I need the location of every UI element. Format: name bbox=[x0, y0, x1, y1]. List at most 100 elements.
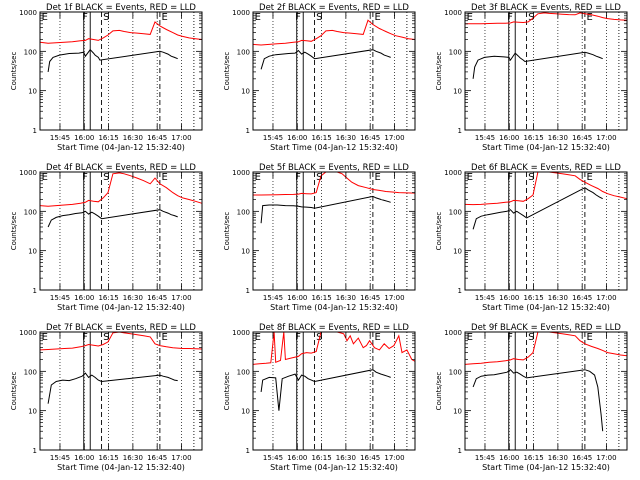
x-tick-label: 16:00 bbox=[74, 294, 94, 302]
y-tick-label: 1 bbox=[246, 287, 250, 295]
x-axis-label: Start Time (04-Jan-12 15:32:40) bbox=[270, 463, 398, 472]
x-tick-label: 16:30 bbox=[123, 294, 143, 302]
y-tick-label: 1000 bbox=[232, 9, 250, 17]
x-tick-label: 16:45 bbox=[147, 454, 167, 462]
state-marker-label: E bbox=[255, 12, 261, 23]
y-axis-label: Counts/sec bbox=[10, 52, 18, 91]
y-tick-label: 100 bbox=[237, 208, 250, 216]
x-tick-label: 16:45 bbox=[147, 134, 167, 142]
y-tick-label: 100 bbox=[449, 208, 462, 216]
y-tick-label: 1000 bbox=[19, 169, 37, 177]
x-tick-label: 16:30 bbox=[336, 294, 356, 302]
state-marker-label: E bbox=[375, 172, 381, 183]
y-axis-label: Counts/sec bbox=[435, 372, 443, 411]
x-tick-label: 16:00 bbox=[287, 294, 307, 302]
y-tick-label: 1000 bbox=[444, 329, 462, 337]
x-tick-label: 16:30 bbox=[548, 294, 568, 302]
x-axis-label: Start Time (04-Jan-12 15:32:40) bbox=[482, 303, 610, 312]
x-tick-label: 16:30 bbox=[548, 454, 568, 462]
y-axis-label: Counts/sec bbox=[10, 212, 18, 251]
x-tick-label: 16:15 bbox=[311, 294, 331, 302]
y-tick-label: 10 bbox=[28, 248, 37, 256]
x-tick-label: 15:45 bbox=[263, 454, 283, 462]
y-tick-label: 10 bbox=[241, 248, 250, 256]
x-tick-label: 17:00 bbox=[596, 294, 616, 302]
x-tick-label: 16:30 bbox=[123, 454, 143, 462]
y-tick-label: 100 bbox=[24, 208, 37, 216]
state-marker-label: S bbox=[103, 332, 109, 343]
x-tick-label: 15:45 bbox=[263, 134, 283, 142]
x-tick-label: 16:45 bbox=[572, 294, 592, 302]
x-tick-label: 16:00 bbox=[74, 134, 94, 142]
y-tick-label: 10 bbox=[453, 248, 462, 256]
x-tick-label: 15:45 bbox=[50, 294, 70, 302]
x-tick-label: 16:00 bbox=[287, 454, 307, 462]
panel-title: Det 7f BLACK = Events, RED = LLD bbox=[46, 323, 196, 333]
y-axis-label: Counts/sec bbox=[223, 52, 231, 91]
state-marker-label: S bbox=[103, 12, 109, 23]
x-tick-label: 16:15 bbox=[523, 294, 543, 302]
panel-title: Det 6f BLACK = Events, RED = LLD bbox=[471, 163, 621, 173]
x-tick-label: 16:00 bbox=[287, 134, 307, 142]
state-marker-label: E bbox=[255, 172, 261, 183]
lld-series-line bbox=[252, 331, 416, 365]
x-tick-label: 16:15 bbox=[311, 454, 331, 462]
x-tick-label: 16:00 bbox=[499, 454, 519, 462]
lld-series-line bbox=[252, 19, 416, 46]
x-tick-label: 16:30 bbox=[336, 454, 356, 462]
y-tick-label: 10 bbox=[28, 408, 37, 416]
plot-frame bbox=[252, 171, 416, 291]
x-tick-label: 16:30 bbox=[336, 134, 356, 142]
x-axis-label: Start Time (04-Jan-12 15:32:40) bbox=[270, 303, 398, 312]
state-marker-label: E bbox=[587, 172, 593, 183]
y-tick-label: 100 bbox=[24, 48, 37, 56]
plot-frame bbox=[464, 171, 628, 291]
x-tick-label: 16:15 bbox=[98, 134, 118, 142]
x-tick-label: 16:45 bbox=[572, 134, 592, 142]
x-tick-label: 16:15 bbox=[98, 294, 118, 302]
events-series-line bbox=[260, 49, 391, 70]
lld-series-line bbox=[39, 21, 203, 44]
events-series-line bbox=[47, 48, 178, 72]
y-axis-label: Counts/sec bbox=[10, 372, 18, 411]
events-series-line bbox=[260, 195, 391, 224]
state-marker-label: F bbox=[82, 12, 88, 23]
state-marker-label: E bbox=[467, 172, 473, 183]
y-tick-label: 1 bbox=[246, 127, 250, 135]
state-marker-label: E bbox=[375, 12, 381, 23]
panel-title: Det 9f BLACK = Events, RED = LLD bbox=[471, 323, 621, 333]
x-axis-label: Start Time (04-Jan-12 15:32:40) bbox=[482, 463, 610, 472]
y-tick-label: 100 bbox=[449, 368, 462, 376]
lld-series-line bbox=[464, 331, 628, 365]
state-marker-label: F bbox=[82, 172, 88, 183]
y-tick-label: 1000 bbox=[19, 329, 37, 337]
y-tick-label: 10 bbox=[453, 88, 462, 96]
x-tick-label: 15:45 bbox=[50, 454, 70, 462]
lld-series-line bbox=[39, 331, 203, 351]
panel-title: Det 1f BLACK = Events, RED = LLD bbox=[46, 3, 196, 13]
y-tick-label: 10 bbox=[28, 88, 37, 96]
x-tick-label: 15:45 bbox=[475, 294, 495, 302]
lld-series-line bbox=[464, 171, 628, 206]
x-tick-label: 17:00 bbox=[171, 454, 191, 462]
y-tick-label: 10 bbox=[241, 408, 250, 416]
y-axis-label: Counts/sec bbox=[223, 212, 231, 251]
y-tick-label: 100 bbox=[237, 368, 250, 376]
y-tick-label: 1 bbox=[458, 287, 462, 295]
y-axis-label: Counts/sec bbox=[435, 212, 443, 251]
state-marker-label: E bbox=[255, 332, 261, 343]
state-marker-label: S bbox=[316, 12, 322, 23]
x-axis-label: Start Time (04-Jan-12 15:32:40) bbox=[57, 303, 185, 312]
state-marker-label: E bbox=[162, 172, 168, 183]
plot-frame bbox=[39, 171, 203, 291]
lld-series-line bbox=[253, 171, 416, 196]
x-tick-label: 15:45 bbox=[263, 294, 283, 302]
x-tick-label: 16:00 bbox=[499, 294, 519, 302]
state-marker-label: E bbox=[467, 12, 473, 23]
state-marker-label: F bbox=[295, 12, 301, 23]
